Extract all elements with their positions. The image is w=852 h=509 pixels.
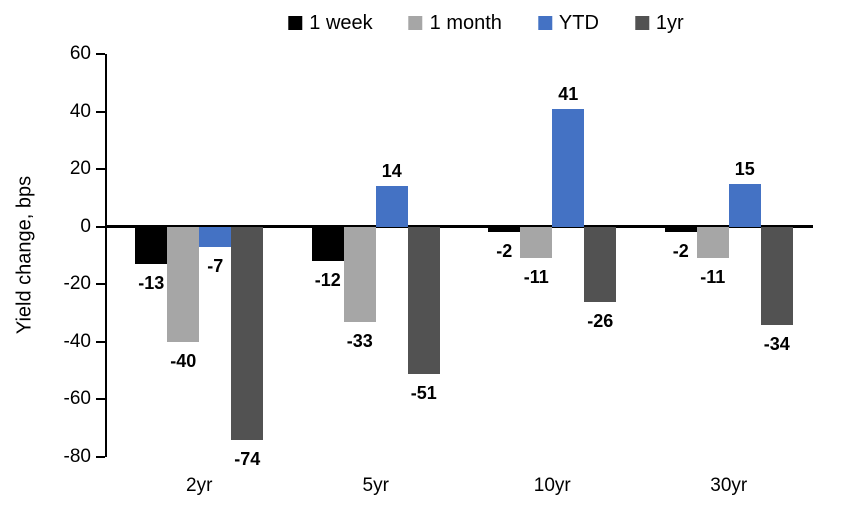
y-tick-label: -20 bbox=[63, 273, 91, 295]
y-tick-label: 60 bbox=[69, 43, 91, 64]
legend-label: YTD bbox=[558, 12, 599, 34]
bar-value-label: 41 bbox=[558, 83, 579, 104]
bar-value-label: -7 bbox=[207, 255, 224, 276]
y-tick-label: -60 bbox=[63, 388, 91, 410]
legend-swatch bbox=[288, 16, 303, 30]
bar-value-label: -2 bbox=[496, 241, 513, 262]
y-tick-mark bbox=[96, 283, 105, 286]
bar-value-label: -11 bbox=[523, 267, 549, 288]
y-tick-mark bbox=[96, 398, 105, 401]
legend-label: 1yr bbox=[655, 12, 684, 34]
y-tick-label: 0 bbox=[80, 215, 91, 237]
x-category-label: 30yr bbox=[710, 475, 748, 496]
legend-label: 1 month bbox=[429, 12, 502, 34]
bar-value-label: -12 bbox=[314, 270, 341, 291]
x-axis-zero-line bbox=[105, 225, 813, 229]
bar-1yr-5yr bbox=[407, 226, 440, 374]
legend-swatch bbox=[537, 16, 552, 30]
y-tick-mark bbox=[96, 53, 105, 55]
bar-1-week-2yr bbox=[135, 226, 168, 265]
y-axis-line bbox=[105, 54, 107, 457]
bar-1-month-10yr bbox=[520, 226, 553, 259]
bar-1-month-30yr bbox=[696, 226, 729, 259]
bar-value-label: -34 bbox=[763, 333, 790, 354]
legend-label: 1 week bbox=[309, 12, 373, 34]
legend-swatch bbox=[634, 16, 649, 30]
bar-1-month-2yr bbox=[167, 226, 200, 342]
bar-value-label: -2 bbox=[672, 241, 689, 262]
bar-ytd-2yr bbox=[199, 226, 232, 247]
y-tick-mark bbox=[96, 456, 105, 458]
bar-ytd-5yr bbox=[375, 186, 408, 227]
bar-value-label: 14 bbox=[381, 161, 402, 182]
bar-value-label: -13 bbox=[138, 273, 165, 294]
x-category-label: 10yr bbox=[533, 475, 571, 496]
x-category-label: 5yr bbox=[362, 475, 389, 496]
bar-value-label: -26 bbox=[587, 310, 614, 331]
bar-1yr-10yr bbox=[584, 226, 617, 302]
bar-value-label: -11 bbox=[700, 267, 726, 288]
legend-swatch bbox=[408, 16, 423, 30]
bar-1yr-2yr bbox=[231, 226, 264, 440]
bar-value-label: -74 bbox=[234, 448, 261, 469]
y-tick-mark bbox=[96, 340, 105, 343]
bar-value-label: -51 bbox=[410, 382, 437, 403]
legend-item-1yr: 1yr bbox=[634, 10, 684, 36]
y-tick-mark bbox=[96, 225, 105, 228]
bar-ytd-10yr bbox=[552, 108, 585, 227]
bar-value-label: 15 bbox=[734, 158, 755, 179]
y-tick-label: 40 bbox=[69, 100, 91, 122]
bar-1-week-30yr bbox=[664, 226, 697, 233]
y-tick-mark bbox=[96, 110, 105, 113]
bar-1-week-5yr bbox=[311, 226, 344, 262]
bar-1yr-30yr bbox=[760, 226, 793, 325]
y-tick-mark bbox=[96, 168, 105, 171]
bar-ytd-30yr bbox=[728, 183, 761, 227]
y-tick-label: -40 bbox=[63, 330, 91, 352]
legend-item-1-week: 1 week bbox=[288, 10, 373, 36]
bar-value-label: -33 bbox=[346, 330, 373, 351]
chart-legend: 1 week 1 month YTD 1yr bbox=[288, 10, 684, 36]
x-category-label: 2yr bbox=[186, 475, 213, 496]
bar-value-label: -40 bbox=[170, 350, 197, 371]
bar-1-month-5yr bbox=[343, 226, 376, 322]
legend-item-1-month: 1 month bbox=[408, 10, 502, 36]
bar-1-week-10yr bbox=[488, 226, 521, 233]
y-tick-label: -80 bbox=[63, 446, 91, 467]
legend-item-ytd: YTD bbox=[537, 10, 599, 36]
y-tick-label: 20 bbox=[69, 158, 91, 180]
